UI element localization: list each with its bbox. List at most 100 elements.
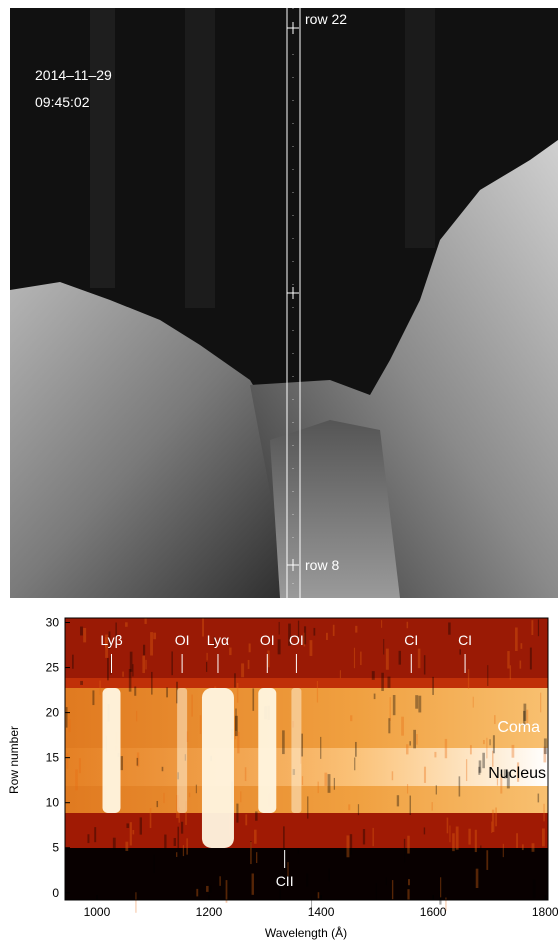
noise bbox=[409, 741, 411, 745]
noise bbox=[326, 633, 328, 640]
noise bbox=[424, 767, 426, 783]
line-label: CI bbox=[404, 632, 418, 648]
noise bbox=[248, 660, 250, 669]
noise bbox=[346, 835, 349, 857]
noise bbox=[418, 696, 421, 713]
y-tick-label: 5 bbox=[52, 841, 59, 855]
noise bbox=[171, 651, 173, 675]
x-axis-label: Wavelength (Å) bbox=[265, 925, 347, 940]
noise bbox=[397, 795, 399, 806]
noise bbox=[410, 796, 411, 815]
y-tick-label: 15 bbox=[46, 751, 60, 765]
noise bbox=[318, 892, 320, 898]
noise bbox=[310, 640, 313, 656]
noise bbox=[164, 835, 166, 849]
noise bbox=[144, 618, 146, 624]
y-tick-label: 30 bbox=[46, 616, 60, 630]
noise bbox=[202, 618, 204, 636]
noise bbox=[533, 879, 536, 898]
noise bbox=[468, 669, 469, 689]
noise bbox=[493, 735, 495, 753]
noise bbox=[408, 879, 410, 885]
noise bbox=[516, 833, 518, 848]
noise bbox=[456, 827, 459, 850]
noise bbox=[354, 648, 355, 668]
noise bbox=[432, 677, 434, 695]
noise bbox=[324, 773, 327, 786]
noise bbox=[153, 855, 155, 873]
noise bbox=[503, 844, 504, 857]
noise bbox=[177, 827, 179, 849]
noise bbox=[407, 784, 408, 793]
comet-image: 2014–11–29 09:45:02 row 22 row 8 bbox=[10, 8, 558, 598]
noise bbox=[470, 745, 472, 754]
noise bbox=[358, 804, 359, 815]
noise bbox=[507, 651, 509, 668]
noise bbox=[72, 655, 74, 669]
noise bbox=[313, 628, 315, 636]
x-tick-label: 1800 bbox=[532, 905, 558, 919]
noise bbox=[240, 791, 241, 802]
noise bbox=[283, 826, 285, 849]
noise bbox=[145, 660, 146, 670]
noise bbox=[307, 796, 308, 818]
noise bbox=[476, 869, 479, 888]
noise bbox=[306, 874, 308, 887]
noise bbox=[237, 683, 239, 703]
noise bbox=[355, 742, 357, 757]
noise bbox=[279, 622, 280, 635]
x-tick-label: 1200 bbox=[196, 905, 223, 919]
noise bbox=[75, 769, 78, 790]
slit-label: row 22 bbox=[305, 11, 347, 27]
noise bbox=[206, 662, 207, 672]
noise bbox=[130, 652, 133, 672]
noise bbox=[466, 759, 467, 781]
noise bbox=[329, 868, 330, 881]
noise bbox=[487, 665, 488, 686]
annotation: Nucleus bbox=[488, 765, 546, 782]
noise bbox=[241, 663, 244, 677]
noise bbox=[107, 658, 109, 680]
noise bbox=[436, 785, 437, 794]
noise bbox=[121, 756, 123, 770]
noise bbox=[122, 672, 124, 677]
noise bbox=[440, 877, 441, 897]
noise bbox=[87, 834, 89, 843]
noise bbox=[304, 626, 306, 644]
noise bbox=[318, 782, 319, 794]
line-label: OI bbox=[260, 632, 275, 648]
line-label: OI bbox=[289, 632, 304, 648]
noise bbox=[452, 833, 455, 851]
noise bbox=[468, 829, 470, 845]
noise bbox=[209, 886, 211, 893]
noise bbox=[386, 877, 387, 885]
noise bbox=[360, 652, 362, 665]
line-label: CII bbox=[276, 873, 294, 889]
noise bbox=[181, 822, 183, 834]
noise bbox=[157, 801, 159, 807]
noise bbox=[445, 739, 447, 758]
noise bbox=[83, 628, 86, 642]
noise bbox=[424, 827, 425, 834]
noise bbox=[245, 767, 247, 781]
y-axis-label: Row number bbox=[7, 726, 21, 794]
noise bbox=[482, 753, 485, 768]
noise bbox=[393, 695, 396, 715]
noise bbox=[348, 804, 350, 810]
noise bbox=[543, 804, 544, 822]
noise bbox=[129, 669, 132, 692]
emission-column bbox=[202, 688, 234, 848]
noise bbox=[137, 758, 139, 766]
noise bbox=[136, 711, 137, 722]
noise bbox=[66, 753, 68, 769]
noise bbox=[413, 730, 416, 749]
image-date: 2014–11–29 bbox=[35, 67, 112, 83]
noise bbox=[492, 810, 494, 832]
noise bbox=[207, 653, 208, 661]
noise bbox=[447, 818, 449, 834]
noise bbox=[404, 839, 405, 863]
noise bbox=[373, 828, 374, 846]
noise bbox=[510, 665, 511, 679]
noise bbox=[125, 622, 128, 626]
bg-upper bbox=[65, 678, 548, 688]
